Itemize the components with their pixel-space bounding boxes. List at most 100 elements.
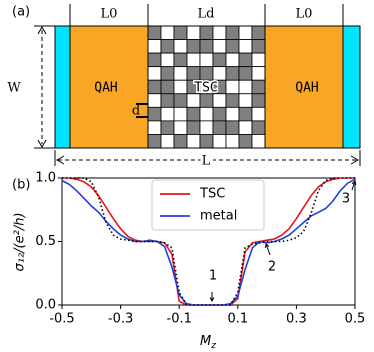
annotation: 1 (209, 269, 217, 284)
cell (160, 66, 175, 81)
cell (238, 52, 253, 68)
cell (212, 93, 227, 108)
cell (173, 25, 188, 40)
cell (160, 52, 175, 68)
legend-label: TSC (199, 187, 225, 202)
cell (251, 79, 266, 95)
annotation: 2 (268, 260, 276, 275)
cell (199, 66, 214, 81)
cell (212, 25, 227, 40)
x-label-sub: z (210, 341, 216, 351)
cell (173, 106, 188, 122)
cell (147, 79, 162, 95)
lead (54, 25, 71, 149)
legend-label: metal (200, 209, 237, 224)
cell (238, 134, 253, 149)
cell (199, 106, 214, 122)
cell (160, 25, 175, 40)
cell (147, 106, 162, 122)
cell (225, 66, 240, 81)
length-label: L0 (101, 7, 118, 22)
y-axis-label: σ₁₂/(e²/h) (13, 212, 28, 271)
cell (160, 106, 175, 122)
cell (173, 39, 188, 54)
cell (147, 66, 162, 81)
cell (238, 66, 253, 81)
unit-label: d (132, 104, 140, 119)
annotation-arrow (265, 243, 271, 256)
series-line (61, 178, 356, 306)
cell (251, 39, 266, 54)
cell (186, 106, 201, 122)
cell (225, 120, 240, 135)
cell (251, 25, 266, 40)
cell (160, 120, 175, 135)
length-label: Ld (198, 7, 215, 22)
x-tick-label: 0.3 (286, 312, 307, 327)
cell (199, 93, 214, 108)
legend-box (151, 179, 265, 231)
cell (225, 79, 240, 95)
cell (199, 52, 214, 68)
x-tick-label: -0.3 (108, 312, 133, 327)
cell (199, 39, 214, 54)
cell (225, 39, 240, 54)
cell (173, 79, 188, 95)
y-tick-label: 0.0 (35, 298, 56, 313)
cell (238, 39, 253, 54)
cell (238, 120, 253, 135)
cell (147, 120, 162, 135)
x-tick-label: 0.5 (345, 312, 366, 327)
cell (251, 52, 266, 68)
cell (212, 52, 227, 68)
cell (238, 25, 253, 40)
block-label: QAH (94, 81, 117, 96)
cell (173, 134, 188, 149)
arrow-head (351, 180, 357, 186)
plot: 0.0 0.5 1.0 -0.5 -0.3 -0.1 0.1 0.3 0.5 TSC metal 1 2… (35, 171, 365, 327)
arrow-head (209, 297, 215, 303)
qah-block (69, 25, 149, 149)
block-label: TSC (194, 81, 217, 96)
cell (225, 52, 240, 68)
x-label-main: M (200, 334, 211, 349)
annotation-arrow (351, 180, 356, 191)
cell (160, 93, 175, 108)
panel-label: (a) (12, 5, 30, 20)
cell (238, 106, 253, 122)
cell (147, 39, 162, 54)
cell (212, 66, 227, 81)
cell (251, 66, 266, 81)
cell (225, 25, 240, 40)
cell (225, 93, 240, 108)
annotation: 3 (342, 192, 350, 207)
cell (173, 66, 188, 81)
cell (160, 134, 175, 149)
cell (186, 66, 201, 81)
cell (251, 134, 266, 149)
cell (225, 106, 240, 122)
arrow-head (264, 243, 270, 249)
width-label: W (7, 81, 21, 96)
cell (225, 134, 240, 149)
cell (199, 120, 214, 135)
cell (186, 134, 201, 149)
cell (147, 25, 162, 40)
dimension-ticks (34, 4, 361, 166)
cell (173, 93, 188, 108)
cell (147, 93, 162, 108)
cell (186, 120, 201, 135)
lead (342, 25, 361, 149)
schematic: (a) L0 Ld L0 W L d QAH TSC QAH (7, 4, 361, 172)
cell (212, 39, 227, 54)
x-tick-label: -0.5 (49, 312, 74, 327)
checkerboard (147, 25, 266, 149)
block-label: QAH (295, 81, 318, 96)
cell (160, 79, 175, 95)
cell (173, 52, 188, 68)
cell (212, 106, 227, 122)
cell (186, 39, 201, 54)
cell (186, 52, 201, 68)
cell (186, 25, 201, 40)
